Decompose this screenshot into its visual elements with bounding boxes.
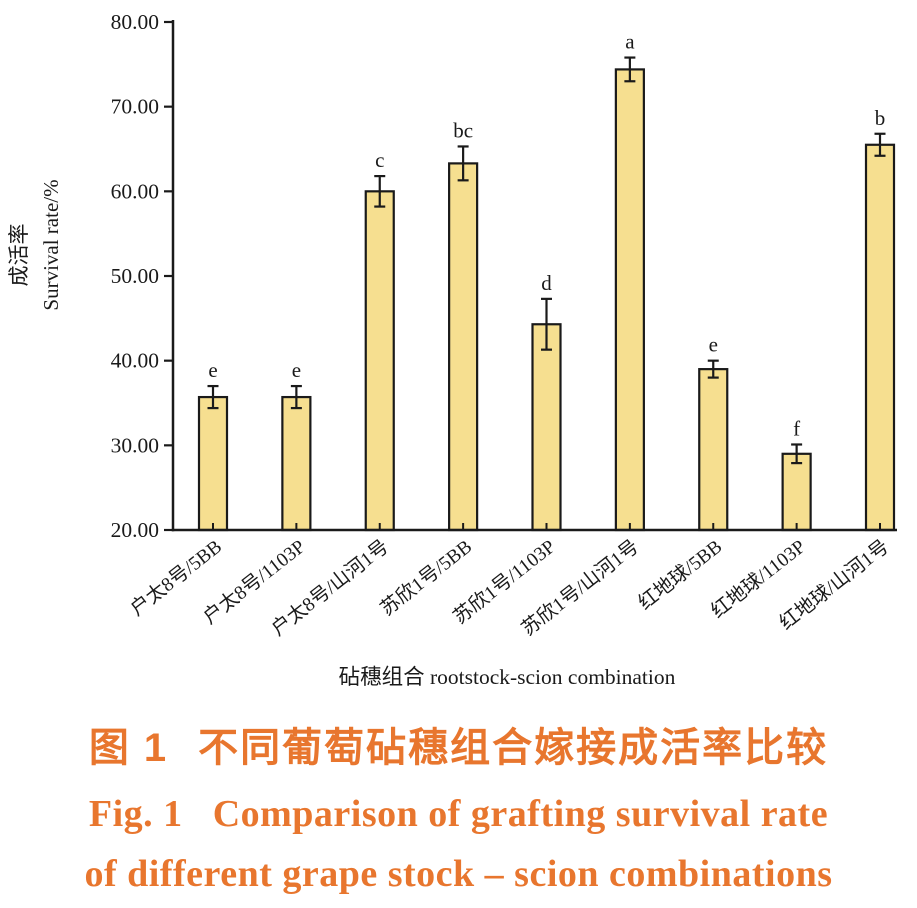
significance-letter: e xyxy=(709,333,718,357)
y-tick-label: 60.00 xyxy=(111,179,159,203)
bar xyxy=(864,143,896,532)
caption-english-line1: Fig. 1 Comparison of grafting survival ra… xyxy=(0,793,917,836)
figure-number-en: Fig. 1 xyxy=(88,793,183,835)
y-tick-label: 70.00 xyxy=(111,95,159,119)
y-axis-title-zh: 成活率 xyxy=(7,224,31,287)
bar xyxy=(197,395,229,532)
bar xyxy=(698,368,729,532)
y-axis-title-en: Survival rate/% xyxy=(39,179,63,310)
bar xyxy=(614,68,645,532)
bar xyxy=(448,162,479,532)
significance-letter: f xyxy=(793,416,800,440)
figure-number-zh: 图 1 xyxy=(88,726,169,770)
caption-text-zh: 不同葡萄砧穗组合嫁接成活率比较 xyxy=(198,726,829,770)
y-tick-label: 80.00 xyxy=(111,10,159,34)
significance-letter: c xyxy=(375,148,384,172)
significance-letter: e xyxy=(292,358,301,382)
y-tick-label: 30.00 xyxy=(111,433,159,457)
caption-chinese: 图 1 不同葡萄砧穗组合嫁接成活率比较 xyxy=(0,726,917,770)
significance-letter: b xyxy=(875,106,886,130)
significance-letter: bc xyxy=(453,118,473,142)
x-axis-title: 砧穗组合 rootstock-scion combination xyxy=(339,665,676,689)
y-tick-label: 40.00 xyxy=(111,349,159,373)
caption-text-en-2: of different grape stock – scion combina… xyxy=(84,853,833,895)
bar xyxy=(364,190,395,532)
bar-chart: e户太8号/5BBe户太8号/1103Pc户太8号/山河1号bc苏欣1号/5BB… xyxy=(7,10,897,689)
bar xyxy=(781,452,812,532)
significance-letter: d xyxy=(541,271,552,295)
y-tick-label: 20.00 xyxy=(111,518,159,542)
bar xyxy=(531,323,562,532)
caption-text-en-1: Comparison of grafting survival rate xyxy=(212,793,829,835)
bar xyxy=(281,395,312,532)
caption-english-line2: of different grape stock – scion combina… xyxy=(0,853,917,896)
significance-letter: e xyxy=(208,358,217,382)
significance-letter: a xyxy=(625,30,635,54)
y-tick-label: 50.00 xyxy=(111,264,159,288)
